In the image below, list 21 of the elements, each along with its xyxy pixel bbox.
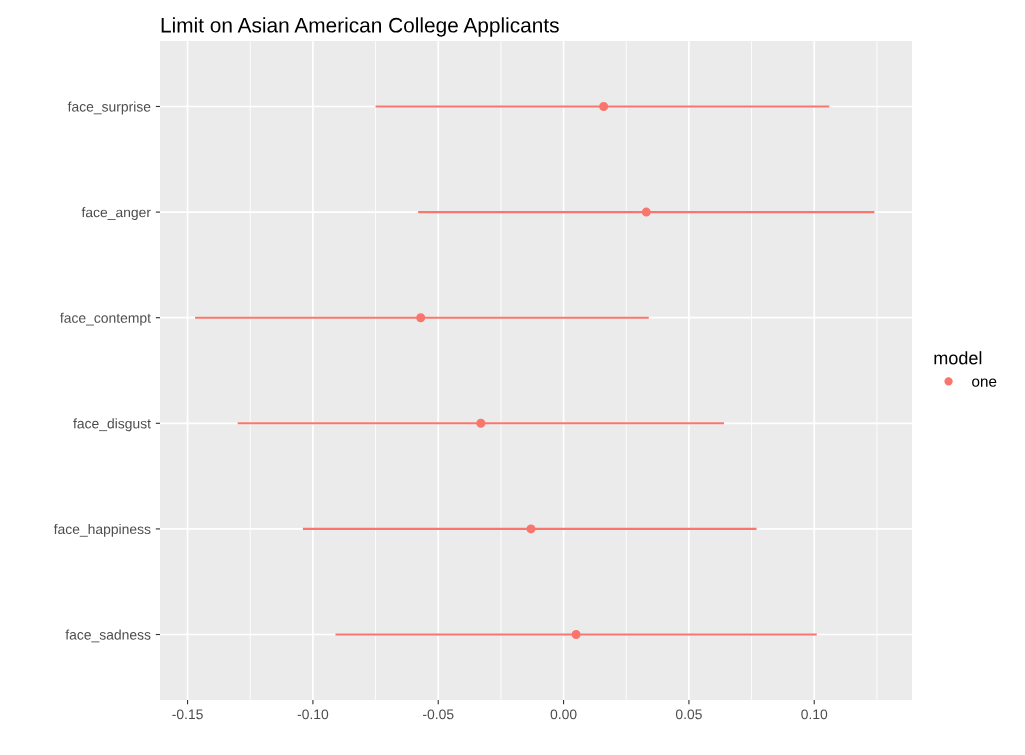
y-tick-label: face_sadness bbox=[65, 629, 151, 643]
point bbox=[526, 524, 536, 534]
x-tick-label: -0.10 bbox=[297, 709, 329, 720]
point bbox=[571, 630, 581, 640]
legend-label: one bbox=[972, 378, 997, 387]
point bbox=[599, 101, 609, 111]
y-tick-label: face_happiness bbox=[53, 523, 151, 537]
point bbox=[476, 418, 486, 428]
y-tick-label: face_contempt bbox=[60, 312, 151, 326]
y-tick-label: face_disgust bbox=[73, 418, 151, 432]
y-tick-label: face_anger bbox=[81, 207, 151, 220]
point bbox=[641, 207, 651, 217]
x-tick-label: 0.10 bbox=[801, 709, 828, 720]
point bbox=[416, 313, 426, 323]
legend-title: model bbox=[934, 351, 982, 365]
y-tick-label: face_surprise bbox=[67, 101, 151, 115]
x-tick-label: -0.15 bbox=[172, 709, 203, 720]
x-tick-label: -0.05 bbox=[423, 709, 454, 720]
x-tick-label: 0.00 bbox=[550, 709, 577, 720]
x-tick-label: 0.05 bbox=[675, 709, 702, 720]
chart-title: Limit on Asian American College Applicants bbox=[161, 17, 559, 37]
